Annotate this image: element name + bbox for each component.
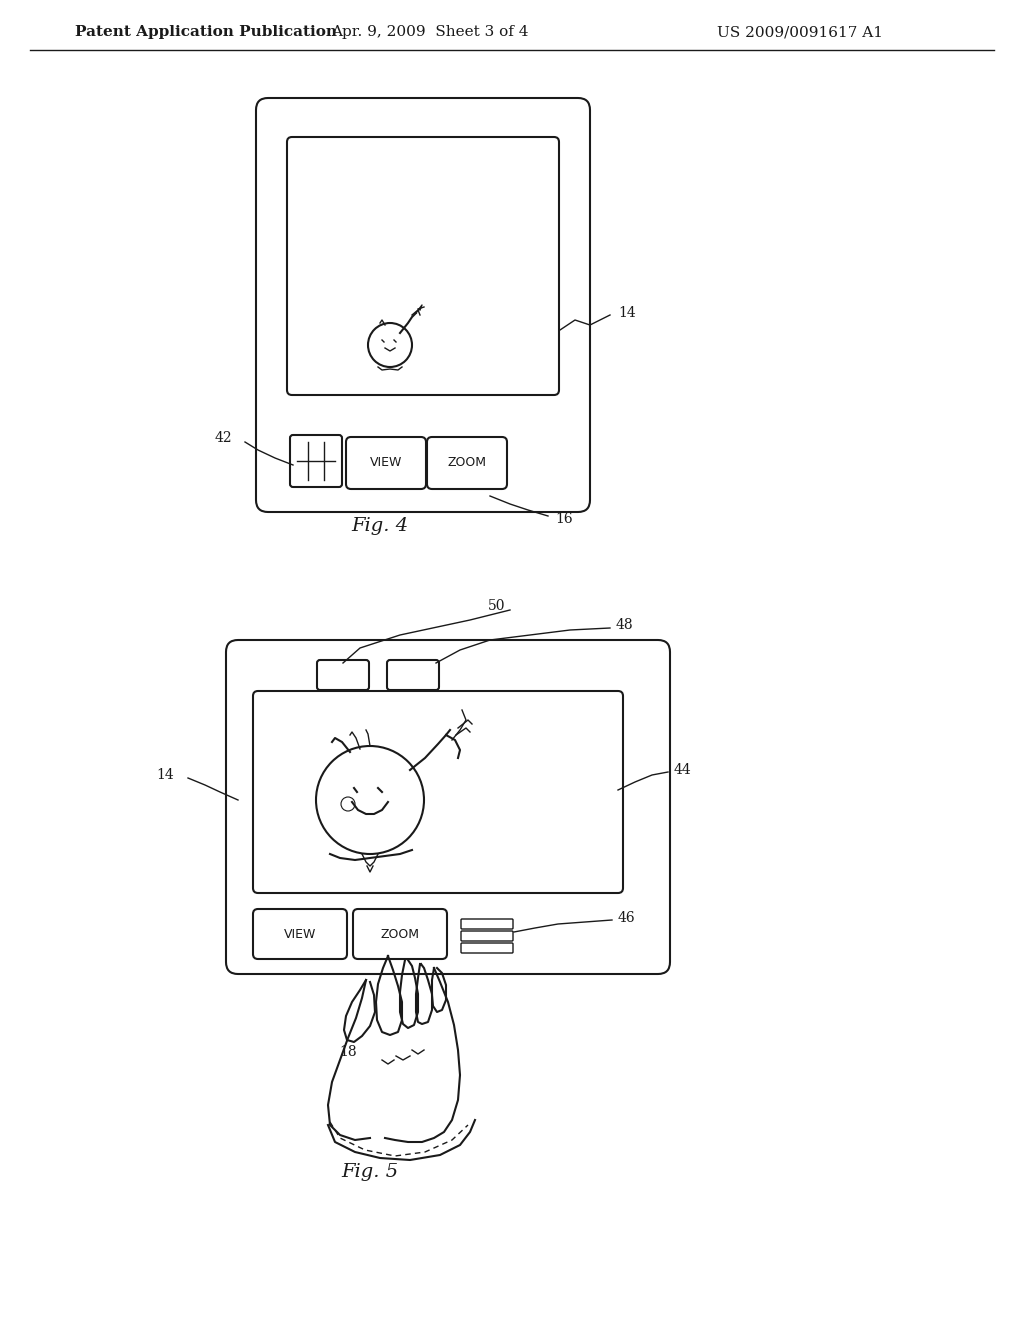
FancyBboxPatch shape — [427, 437, 507, 488]
Text: 18: 18 — [339, 1045, 356, 1059]
FancyBboxPatch shape — [461, 919, 513, 929]
Text: Patent Application Publication: Patent Application Publication — [75, 25, 337, 40]
Text: Fig. 4: Fig. 4 — [351, 517, 409, 535]
FancyBboxPatch shape — [226, 640, 670, 974]
Text: 14: 14 — [157, 768, 174, 781]
FancyBboxPatch shape — [290, 436, 342, 487]
FancyBboxPatch shape — [317, 660, 369, 690]
FancyBboxPatch shape — [253, 909, 347, 960]
Text: Fig. 5: Fig. 5 — [341, 1163, 398, 1181]
FancyBboxPatch shape — [253, 690, 623, 894]
Text: ZOOM: ZOOM — [447, 457, 486, 470]
FancyBboxPatch shape — [387, 660, 439, 690]
Text: 16: 16 — [555, 512, 572, 525]
Text: 42: 42 — [214, 432, 232, 445]
Text: VIEW: VIEW — [370, 457, 402, 470]
Text: ZOOM: ZOOM — [381, 928, 420, 940]
Text: 14: 14 — [618, 306, 636, 319]
Text: 50: 50 — [487, 599, 505, 612]
Text: US 2009/0091617 A1: US 2009/0091617 A1 — [717, 25, 883, 40]
FancyBboxPatch shape — [461, 942, 513, 953]
FancyBboxPatch shape — [287, 137, 559, 395]
Text: 48: 48 — [616, 618, 634, 632]
FancyBboxPatch shape — [256, 98, 590, 512]
FancyBboxPatch shape — [346, 437, 426, 488]
Text: Apr. 9, 2009  Sheet 3 of 4: Apr. 9, 2009 Sheet 3 of 4 — [331, 25, 528, 40]
FancyBboxPatch shape — [353, 909, 447, 960]
FancyBboxPatch shape — [461, 931, 513, 941]
Text: 44: 44 — [674, 763, 692, 777]
Text: VIEW: VIEW — [284, 928, 316, 940]
Text: 46: 46 — [618, 911, 636, 925]
